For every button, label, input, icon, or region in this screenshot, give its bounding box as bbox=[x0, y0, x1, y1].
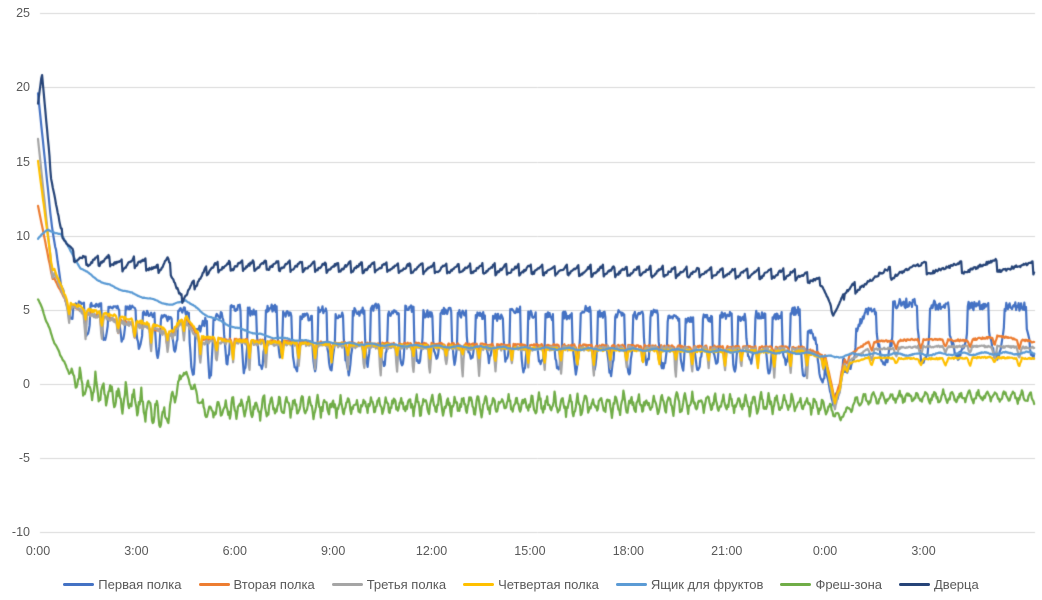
x-axis-tick-label: 18:00 bbox=[612, 544, 644, 558]
y-axis-tick-label: 25 bbox=[16, 6, 30, 21]
y-axis-tick-label: 15 bbox=[16, 154, 30, 169]
y-axis-tick-label: -5 bbox=[18, 451, 30, 466]
x-axis-tick-label: 12:00 bbox=[415, 544, 448, 558]
legend-item: Третья полка bbox=[331, 577, 447, 592]
y-axis-tick-label: 20 bbox=[16, 80, 30, 95]
legend-label: Первая полка bbox=[98, 577, 182, 592]
legend-line-swatch-icon bbox=[198, 583, 230, 586]
x-axis-tick-label: 9:00 bbox=[320, 544, 346, 558]
legend-item: Вторая полка bbox=[198, 577, 315, 592]
x-axis-tick-label: 6:00 bbox=[222, 544, 247, 558]
legend-line-swatch-icon bbox=[463, 583, 495, 586]
x-axis-tick-label: 3:00 bbox=[124, 544, 149, 558]
chart-legend: Первая полка Вторая полка Третья полка Четв… bbox=[0, 577, 1042, 592]
legend-line-swatch-icon bbox=[615, 583, 647, 586]
legend-line-swatch-icon bbox=[63, 583, 95, 586]
legend-label: Третья полка bbox=[366, 577, 447, 592]
x-axis-tick-label: 3:00 bbox=[911, 544, 936, 558]
legend-item: Фреш-зона bbox=[780, 577, 882, 592]
legend-label: Фреш-зона bbox=[815, 577, 882, 592]
legend-line-swatch-icon bbox=[899, 583, 930, 586]
legend-item: Ящик для фруктов bbox=[615, 577, 764, 592]
x-axis-tick-label: 0:00 bbox=[812, 544, 838, 558]
x-axis-tick-label: 21:00 bbox=[711, 544, 743, 558]
legend-item: Дверца bbox=[899, 577, 979, 592]
chart-plot-canvas bbox=[0, 0, 1042, 570]
y-axis-tick-label: 5 bbox=[23, 302, 30, 317]
legend-line-swatch-icon bbox=[331, 583, 363, 586]
legend-label: Дверца bbox=[934, 577, 979, 592]
legend-label: Четвертая полка bbox=[498, 577, 599, 592]
x-axis-tick-label: 0:00 bbox=[25, 544, 51, 558]
legend-label: Ящик для фруктов bbox=[650, 577, 764, 592]
y-axis-tick-label: 0 bbox=[23, 377, 30, 391]
legend-label: Вторая полка bbox=[233, 577, 315, 592]
legend-item: Первая полка bbox=[63, 577, 182, 592]
x-axis-tick-label: 15:00 bbox=[514, 544, 546, 558]
y-axis-tick-label: 10 bbox=[16, 228, 30, 243]
y-axis-tick-label: -10 bbox=[11, 525, 30, 540]
legend-item: Четвертая полка bbox=[463, 577, 599, 592]
legend-line-swatch-icon bbox=[780, 583, 812, 586]
